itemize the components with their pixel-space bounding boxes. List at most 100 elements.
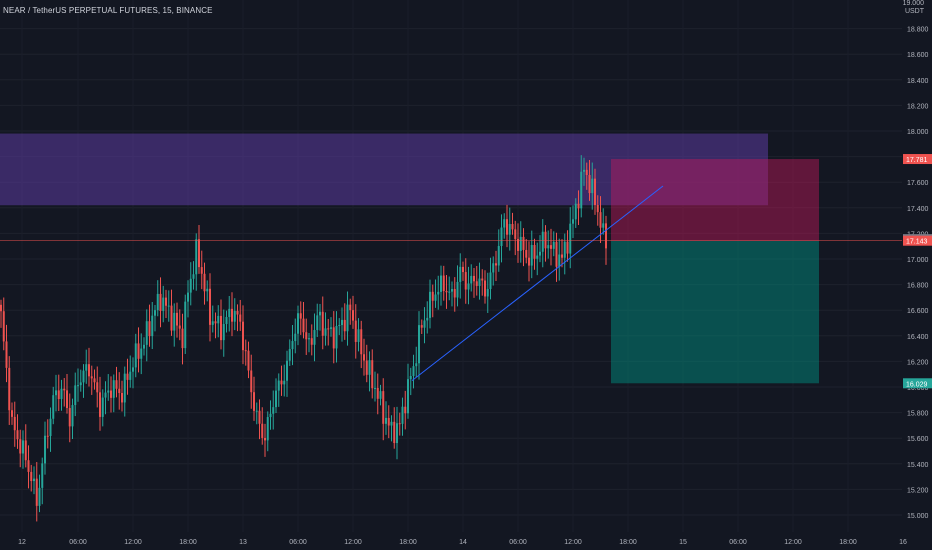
candle-body (74, 385, 77, 406)
candle-body (8, 367, 11, 411)
candle-body (470, 275, 473, 284)
price-tick-label: 16.400 (907, 334, 929, 341)
candle-body (580, 171, 583, 209)
candle-body (561, 254, 563, 258)
candle-body (437, 291, 440, 295)
candle-body (156, 293, 159, 311)
candle-body (420, 325, 423, 328)
candle-body (38, 487, 41, 506)
candle-body (297, 313, 299, 334)
price-tick-label: 17.400 (907, 206, 929, 213)
price-tick-label: 18.600 (907, 52, 929, 59)
candle-body (473, 275, 475, 282)
candle-body (569, 223, 572, 254)
candle-body (495, 263, 497, 266)
candle-body (137, 343, 140, 359)
candle-body (464, 272, 467, 290)
candle-body (429, 291, 431, 318)
candle-body (332, 327, 335, 349)
candle-body (178, 325, 181, 329)
time-tick-label: 06:00 (729, 539, 747, 546)
price-tag (903, 378, 932, 389)
candle-body (374, 387, 376, 389)
price-tick-label: 16.200 (907, 359, 929, 366)
price-tick-label: 18.800 (907, 27, 929, 34)
candle-body (11, 410, 13, 417)
candle-body (401, 406, 404, 424)
price-axis[interactable] (902, 0, 932, 532)
time-tick-label: 18:00 (839, 539, 857, 546)
candle-body (209, 288, 211, 325)
candle-body (368, 360, 371, 375)
candle-body (376, 387, 379, 399)
time-tick-label: 12 (18, 539, 26, 546)
candle-body (236, 310, 239, 315)
candle-body (82, 370, 85, 383)
candle-body (486, 289, 489, 297)
candle-body (302, 318, 305, 333)
candle-body (497, 245, 500, 266)
candle-body (305, 332, 308, 340)
candle-body (151, 315, 154, 337)
candle-body (555, 241, 558, 267)
candle-body (308, 338, 310, 340)
candle-body (275, 390, 277, 408)
candle-body (71, 405, 74, 427)
candle-body (459, 266, 462, 282)
price-tick-label: 18.000 (907, 129, 929, 136)
candle-body (143, 344, 145, 349)
candle-body (66, 390, 68, 409)
candle-body (360, 329, 363, 355)
price-tag-label: 16.029 (906, 381, 928, 388)
axis-unit-label: USDT (904, 8, 924, 15)
candle-body (393, 421, 396, 444)
time-axis[interactable] (0, 532, 902, 550)
candle-body (90, 376, 93, 379)
candle-body (341, 319, 343, 326)
candle-body (550, 245, 552, 249)
candle-body (522, 236, 525, 250)
candle-body (217, 315, 220, 324)
time-tick-label: 06:00 (69, 539, 87, 546)
candle-body (154, 310, 156, 316)
candle-body (566, 241, 569, 254)
trendline (411, 185, 664, 381)
candle-body (247, 350, 250, 371)
candle-body (189, 278, 192, 293)
time-tick-label: 12:00 (124, 539, 142, 546)
time-tick-label: 12:00 (784, 539, 802, 546)
candle-body (423, 320, 426, 328)
candle-body (558, 254, 561, 267)
candle-body (484, 280, 486, 297)
candle-body (162, 297, 165, 311)
candle-body (115, 380, 118, 389)
candle-body (506, 219, 508, 235)
candle-body (165, 297, 167, 306)
candle-body (5, 341, 8, 368)
time-tick-label: 15 (679, 539, 687, 546)
candle-body (228, 308, 231, 318)
candle-body (338, 325, 341, 327)
candle-body (79, 382, 82, 386)
stop-loss-zone (611, 159, 819, 241)
candle-body (35, 478, 38, 506)
candle-body (448, 291, 451, 293)
candle-body (528, 257, 530, 266)
candle-body (140, 348, 143, 359)
candle-body (52, 395, 55, 419)
candle-body (85, 364, 88, 371)
candle-body (192, 274, 195, 279)
candle-body (536, 255, 539, 259)
candle-body (57, 390, 60, 400)
candle-body (453, 289, 456, 298)
price-tag-label: 17.781 (906, 157, 928, 164)
candle-body (508, 224, 511, 235)
candle-body (203, 273, 206, 292)
time-tick-label: 13 (239, 539, 247, 546)
candle-body (415, 363, 418, 367)
candle-body (30, 471, 33, 482)
candle-body (525, 249, 528, 258)
price-tick-label: 15.600 (907, 436, 929, 443)
candle-body (519, 236, 522, 251)
